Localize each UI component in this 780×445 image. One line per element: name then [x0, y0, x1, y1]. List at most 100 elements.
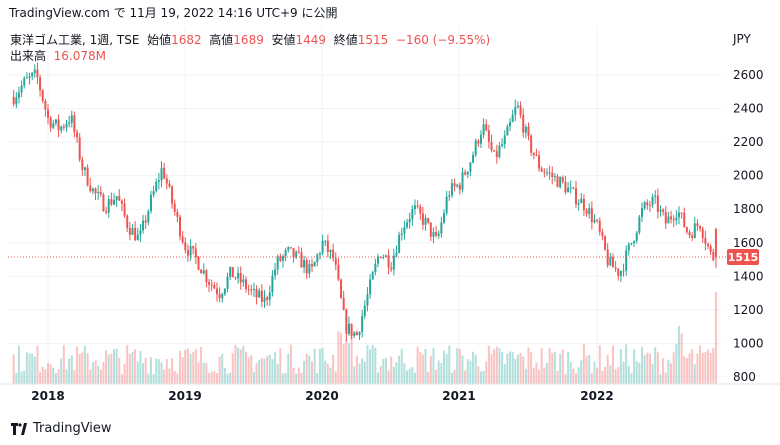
candle-body	[68, 122, 71, 124]
volume-bar	[115, 348, 118, 384]
volume-bar	[609, 365, 612, 384]
volume-bar	[355, 355, 358, 384]
volume-bar	[567, 352, 570, 384]
volume-bar	[464, 370, 467, 384]
candle-body	[15, 97, 18, 105]
volume-bar	[672, 352, 675, 384]
volume-bar	[635, 361, 638, 384]
volume-bar	[47, 363, 50, 384]
volume-bar	[329, 367, 332, 384]
candle-body	[400, 233, 403, 235]
candle-body	[516, 105, 519, 107]
candle-body	[693, 223, 696, 238]
volume-bar	[416, 346, 419, 384]
volume-bar	[221, 353, 224, 384]
candle-body	[398, 234, 401, 253]
volume-bar	[646, 352, 649, 384]
volume-bar	[210, 371, 213, 384]
volume-bar	[266, 356, 269, 384]
volume-bar	[279, 348, 282, 384]
candle-body	[89, 185, 92, 192]
volume-bar	[450, 372, 453, 384]
candle-body	[712, 251, 715, 260]
volume-bar	[601, 371, 604, 384]
volume-bar	[107, 354, 110, 384]
volume-bar	[569, 361, 572, 384]
volume-bar	[15, 373, 18, 384]
candle-body	[519, 105, 522, 115]
volume-bar	[677, 325, 680, 384]
candle-body	[105, 211, 108, 213]
candle-body	[99, 191, 102, 195]
candle-body	[551, 172, 554, 177]
candle-body	[611, 257, 614, 268]
candle-body	[411, 208, 414, 220]
volume-bar	[229, 372, 232, 384]
candle-body	[535, 154, 538, 156]
candle-body	[619, 271, 622, 276]
volume-bar	[604, 366, 607, 384]
volume-bar	[89, 369, 92, 384]
volume-bar	[160, 362, 163, 384]
candle-body	[601, 231, 604, 237]
volume-bar	[392, 366, 395, 384]
volume-bar	[516, 354, 519, 384]
volume-bar	[400, 348, 403, 384]
change-value: −160 (−9.55%)	[395, 33, 491, 47]
volume-bar	[334, 371, 337, 384]
candle-body	[60, 126, 63, 131]
volume-bar	[701, 352, 704, 384]
volume-bar	[28, 353, 31, 384]
candle-body	[139, 230, 142, 235]
candle-body	[258, 290, 261, 298]
chart-area[interactable]: 1515 2600 2400 2200 2000 1800 1600 1400 1200 100…	[0, 27, 780, 412]
volume-bar	[152, 373, 155, 384]
candle-body	[239, 272, 242, 283]
candle-body	[556, 176, 559, 188]
price-chart[interactable]: 1515 2600 2400 2200 2000 1800 1600 1400 1200 100…	[0, 27, 780, 412]
price-tick-label: 1000	[733, 336, 764, 350]
volume-bar	[242, 345, 245, 384]
volume-bar	[688, 353, 691, 384]
volume-bar	[406, 370, 409, 384]
candle-body	[215, 288, 218, 295]
candle-body	[435, 232, 438, 236]
candle-body	[192, 246, 195, 249]
volume-bar	[596, 367, 599, 384]
candle-body	[70, 115, 73, 123]
volume-bar	[622, 361, 625, 384]
candle-body	[318, 253, 321, 255]
volume-bar	[656, 352, 659, 384]
candle-body	[643, 202, 646, 209]
volume-bar	[384, 357, 387, 384]
volume-bar	[577, 367, 580, 384]
volume-bar	[617, 367, 620, 384]
volume-bar	[326, 363, 329, 384]
volume-bar	[680, 333, 683, 384]
candle-body	[363, 305, 366, 316]
candle-body	[361, 315, 364, 332]
candle-body	[569, 187, 572, 189]
volume-bar	[427, 371, 430, 384]
candle-body	[424, 218, 427, 225]
volume-bar	[506, 353, 509, 384]
volume-bar	[651, 363, 654, 384]
candle-body	[252, 289, 255, 291]
candle-body	[371, 272, 374, 280]
price-tick-label: 2200	[733, 135, 764, 149]
candle-body	[638, 216, 641, 233]
volume-bar	[239, 349, 242, 384]
volume-bar	[155, 358, 158, 384]
candle-body	[281, 256, 284, 261]
candle-body	[651, 196, 654, 206]
volume-bar	[237, 347, 240, 384]
price-tick-label: 2400	[733, 102, 764, 116]
volume-bar	[324, 360, 327, 384]
candle-body	[110, 199, 113, 205]
volume-bar	[606, 354, 609, 384]
candle-body	[242, 279, 245, 283]
volume-bar	[274, 352, 277, 384]
volume-bar	[231, 353, 234, 384]
volume-bar	[86, 353, 89, 384]
candle-body	[292, 248, 295, 258]
